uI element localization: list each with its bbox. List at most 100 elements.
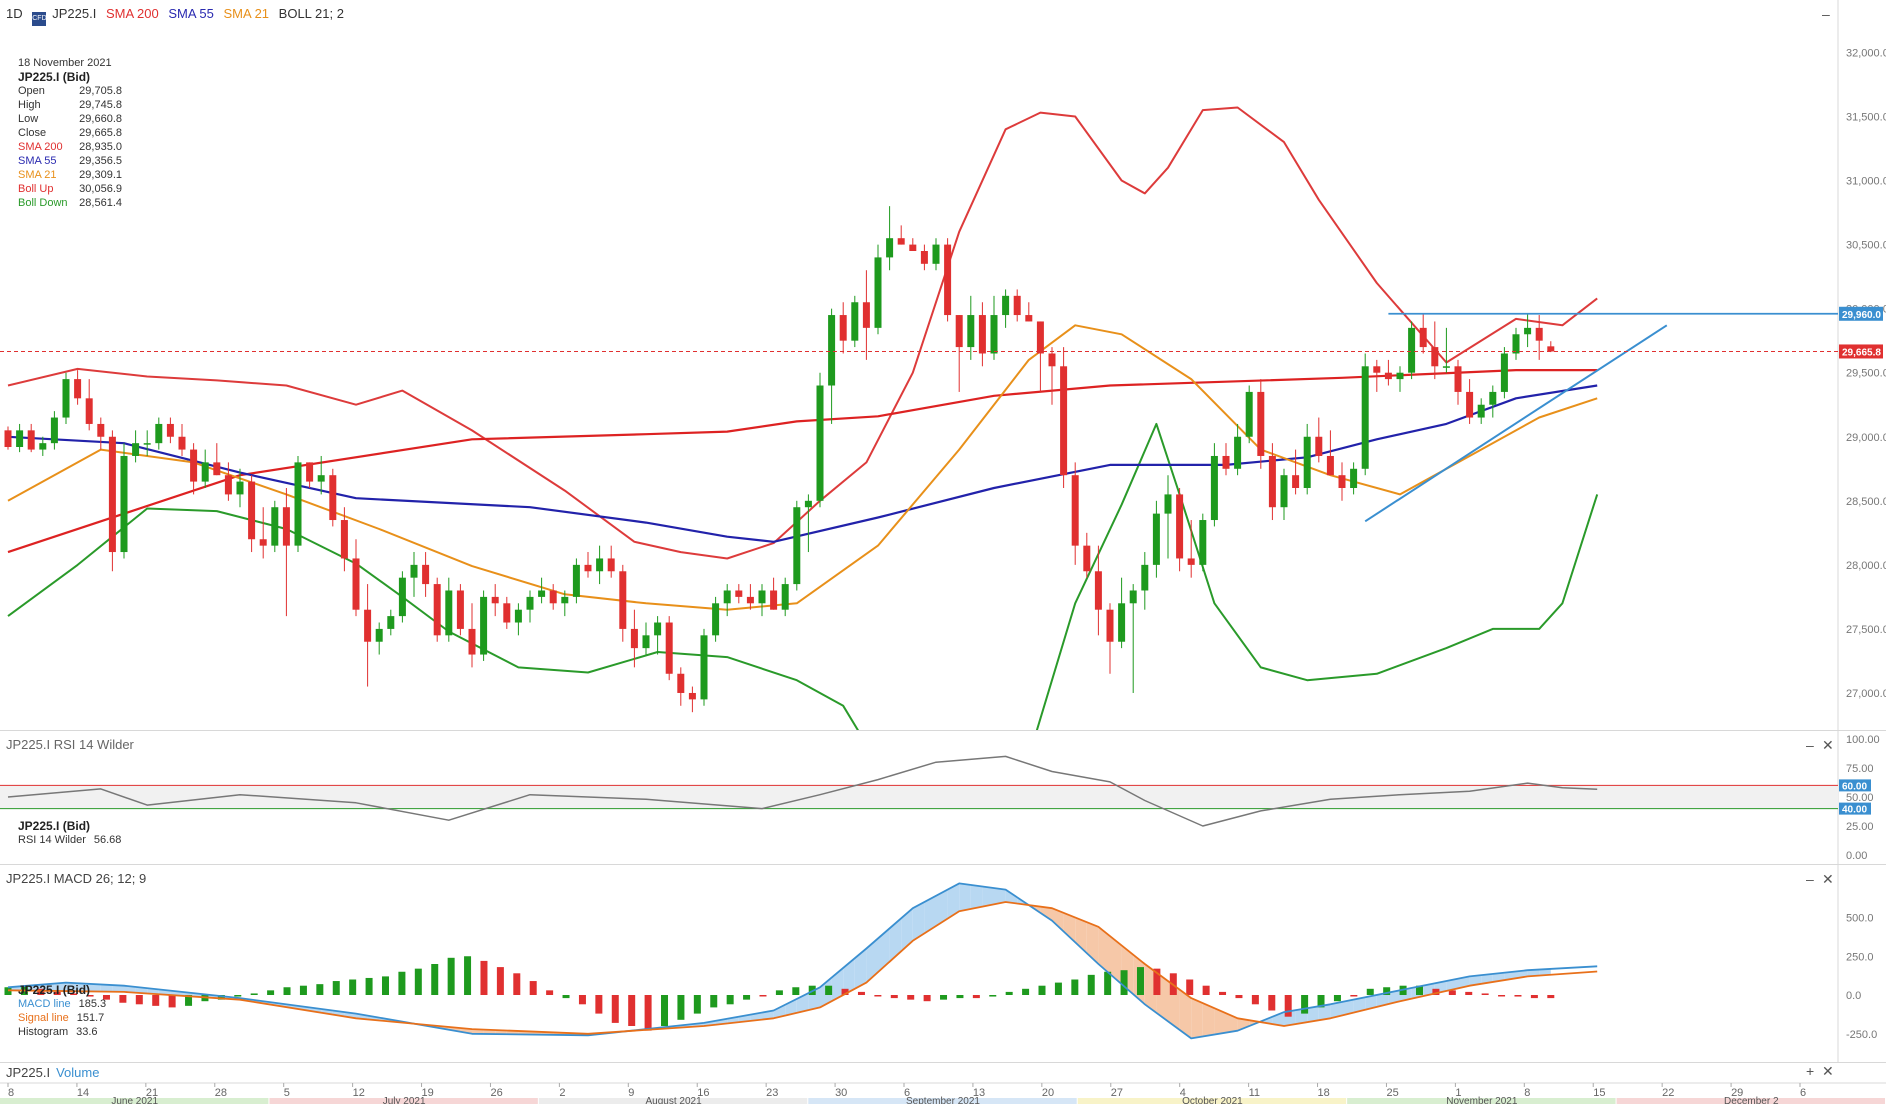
candle-body	[1419, 327, 1427, 348]
day-tick-label: 11	[1249, 1087, 1260, 1099]
macd-fill	[1191, 998, 1203, 1039]
signal-line-label: Signal line	[18, 1012, 69, 1024]
price-pane[interactable]: 1D CFD JP225.I SMA 200 SMA 55 SMA 21 BOLL…	[0, 0, 1886, 730]
candle-body	[248, 481, 256, 540]
rsi-pane[interactable]: 0.00 25.00 50.00 75.00 100.00 60.00 40.00 JP22…	[0, 731, 1886, 864]
sma21-line	[7, 324, 1598, 611]
macd-fill	[1469, 975, 1482, 986]
close-icon[interactable]: ✕	[1822, 871, 1834, 887]
rsi-chart[interactable]: 0.00 25.00 50.00 75.00 100.00 60.00 40.00	[0, 731, 1886, 864]
histogram-bar	[857, 991, 865, 995]
candle-body	[967, 315, 975, 348]
macd-fill	[889, 918, 902, 962]
legend-value: 28,935.0	[79, 141, 122, 153]
candle-body	[862, 302, 870, 328]
candle-body	[108, 436, 116, 553]
candle-body	[607, 558, 615, 572]
indicator-sma21[interactable]: SMA 21	[223, 6, 270, 21]
candle-body	[1512, 334, 1520, 354]
legend-value: 29,745.8	[79, 99, 122, 111]
day-tick-label: 29	[1731, 1087, 1743, 1099]
rsi-value-label: RSI 14 Wilder	[18, 834, 86, 846]
candle-body	[1106, 609, 1114, 642]
legend-row: High 29,745.8	[18, 98, 122, 112]
candle-body	[468, 628, 476, 655]
histogram-bar	[841, 988, 849, 995]
day-tick-label: 6	[904, 1087, 910, 1099]
candle-body	[630, 628, 638, 649]
macd-fill	[1214, 1008, 1226, 1035]
add-icon[interactable]: +	[1806, 1063, 1815, 1079]
volume-pane[interactable]: JP225.I Volume + ✕ 8 14 21 28 5 12 19 26 2 9 16 23 30…	[0, 1063, 1886, 1104]
minimize-icon[interactable]: –	[1822, 6, 1830, 22]
macd-fill	[1086, 922, 1099, 964]
histogram-bar	[398, 971, 406, 995]
day-tick-label: 27	[1111, 1087, 1123, 1099]
minimize-icon[interactable]: –	[1806, 871, 1814, 887]
macd-fill	[1492, 972, 1505, 982]
rsi-value: 56.68	[93, 834, 122, 846]
candle-body	[480, 596, 488, 655]
macd-pane[interactable]: -250.0 0.0 250.0 500.0 JP225.I MACD 26; 12;…	[0, 865, 1886, 1062]
day-tick-label: 15	[1593, 1087, 1605, 1099]
candle-body	[538, 590, 546, 597]
macd-fill	[1481, 973, 1493, 984]
price-chart[interactable]: 27,000.0 27,500.0 28,000.0 28,500.0 29,000.0…	[0, 0, 1886, 730]
macd-fill	[100, 984, 113, 992]
macd-fill	[1376, 992, 1389, 1007]
candle-body	[1350, 468, 1358, 488]
timeframe-label[interactable]: 1D	[6, 6, 23, 21]
candle-body	[851, 302, 859, 341]
macd-legend-title: JP225.I (Bid)	[18, 983, 91, 997]
close-icon[interactable]: ✕	[1822, 1063, 1834, 1079]
close-icon[interactable]: ✕	[1822, 737, 1834, 753]
candle-body	[1315, 436, 1323, 456]
indicator-sma55[interactable]: SMA 55	[168, 6, 214, 21]
candle-body	[62, 379, 70, 418]
candle-body	[1535, 327, 1543, 341]
candle-body	[1280, 475, 1288, 508]
signal-line	[7, 901, 1598, 1035]
macd-fill	[912, 902, 925, 941]
day-tick-label: 26	[490, 1087, 502, 1099]
histogram-bar	[1120, 970, 1128, 995]
rsi-title: JP225.I RSI 14 Wilder	[6, 737, 134, 752]
indicator-sma200[interactable]: SMA 200	[105, 6, 159, 21]
candle-body	[1094, 571, 1102, 610]
indicator-boll[interactable]: BOLL 21; 2	[278, 6, 344, 21]
macd-legend: JP225.I (Bid) MACD line 185.3 Signal line…	[18, 983, 106, 1039]
month-label: November 2021	[1446, 1096, 1518, 1104]
candle-body	[1048, 353, 1056, 367]
candle-body	[364, 609, 372, 642]
histogram-bar	[349, 979, 357, 995]
macd-fill	[936, 889, 948, 927]
day-tick-label: 6	[1800, 1087, 1806, 1099]
candle-body	[932, 244, 940, 264]
histogram-bar	[447, 957, 455, 995]
day-tick-label: 8	[1524, 1087, 1530, 1099]
histogram-bar	[102, 995, 110, 1000]
histogram-bar	[775, 990, 783, 995]
macd-chart[interactable]: -250.0 0.0 250.0 500.0	[0, 865, 1886, 1062]
legend-title: JP225.I (Bid)	[18, 70, 91, 84]
candle-body	[1547, 346, 1555, 352]
macd-fill	[982, 886, 994, 907]
month-label: October 2021	[1182, 1096, 1243, 1104]
histogram-bar	[119, 995, 127, 1003]
histogram-value: 33.6	[76, 1026, 98, 1038]
legend-label: Low	[18, 113, 39, 125]
rsi-legend: JP225.I (Bid) RSI 14 Wilder 56.68	[18, 819, 121, 847]
minimize-icon[interactable]: –	[1806, 737, 1814, 753]
time-axis[interactable]: 8 14 21 28 5 12 19 26 2 9 16 23 30 6 13 20 27 4 11 18 25 1 8 15…	[0, 1063, 1886, 1104]
symbol-label[interactable]: JP225.I	[52, 6, 97, 21]
candle-body	[1187, 558, 1195, 565]
histogram-bar	[628, 995, 636, 1026]
histogram-bar	[792, 987, 800, 995]
histogram-bar	[693, 995, 701, 1014]
histogram-bar	[1481, 993, 1489, 995]
candle-body	[1292, 475, 1300, 488]
histogram-bar	[710, 995, 718, 1008]
candle-body	[944, 244, 952, 316]
macd-title: JP225.I MACD 26; 12; 9	[6, 871, 147, 886]
histogram-bar	[1235, 995, 1243, 999]
